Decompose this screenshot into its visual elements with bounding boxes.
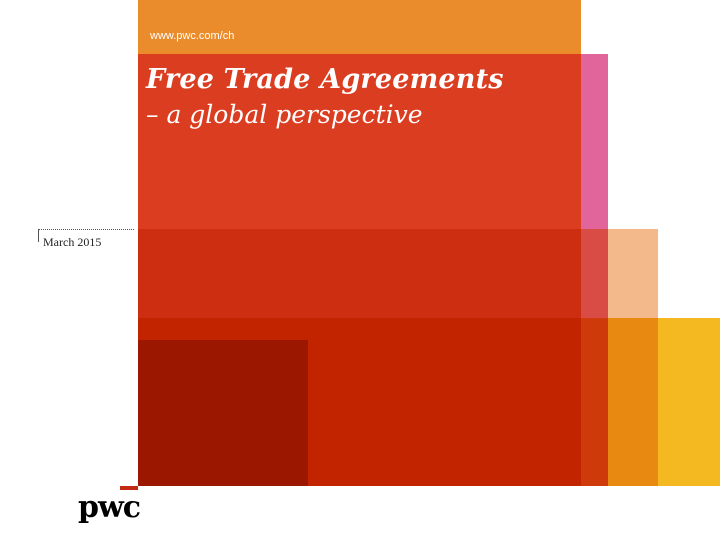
orange-lower-block	[608, 318, 658, 486]
pink-strip-block	[581, 54, 608, 229]
date-divider	[38, 229, 134, 230]
yellow-block	[658, 318, 720, 486]
website-url[interactable]: www.pwc.com/ch	[150, 30, 235, 42]
dark-red-block	[138, 340, 308, 486]
red-middle-block	[138, 229, 581, 318]
red-lower-strip-block	[581, 318, 608, 486]
rose-strip-block	[581, 229, 608, 318]
slide-date: March 2015	[43, 235, 102, 249]
date-tick-mark	[38, 229, 39, 242]
logo-text: pwc	[78, 490, 141, 525]
slide-title: Free Trade Agreements	[146, 64, 504, 95]
peach-block	[608, 229, 658, 318]
orange-top-block	[138, 0, 581, 54]
slide-subtitle: – a global perspective	[146, 100, 423, 129]
red-title-block	[138, 54, 581, 229]
logo-accent-bar	[120, 486, 138, 490]
